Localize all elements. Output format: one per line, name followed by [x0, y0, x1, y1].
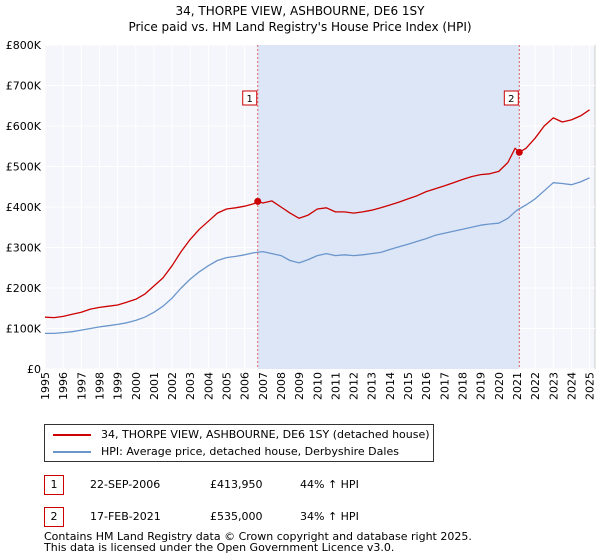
- x-tick-label: 2014: [384, 372, 397, 400]
- footer-licence: This data is licensed under the Open Gov…: [44, 541, 395, 554]
- chart-subtitle: Price paid vs. HM Land Registry's House …: [128, 20, 471, 34]
- transaction-price: £535,000: [210, 510, 263, 523]
- x-tick-label: 2024: [565, 372, 578, 400]
- x-tick-label: 2001: [148, 372, 161, 400]
- transaction-hpi: 34% ↑ HPI: [300, 510, 359, 523]
- transaction-badge: 1: [44, 475, 64, 495]
- x-tick-label: 1995: [39, 372, 52, 400]
- y-tick-label: £700K: [6, 80, 42, 93]
- y-tick-label: £600K: [6, 120, 42, 133]
- x-tick-label: 2005: [221, 372, 234, 400]
- x-tick-label: 2003: [184, 372, 197, 400]
- transaction-badge: 2: [44, 507, 64, 527]
- series-line: [45, 177, 590, 335]
- marker-label-box: [242, 90, 258, 106]
- chart-title: 34, THORPE VIEW, ASHBOURNE, DE6 1SY: [176, 4, 426, 18]
- x-tick-label: 2007: [257, 372, 270, 400]
- transaction-price: £413,950: [210, 478, 263, 491]
- x-tick-label: 2011: [329, 372, 342, 400]
- y-axis-ticks: £0 £100K £200K £300K £400K £500K £600K £700K £80…: [6, 39, 42, 376]
- x-tick-label: 2019: [475, 372, 488, 400]
- x-tick-label: 2013: [366, 372, 379, 400]
- y-tick-label: £500K: [6, 161, 42, 174]
- x-tick-label: 2025: [584, 372, 597, 400]
- price-chart: 34, THORPE VIEW, ASHBOURNE, DE6 1SY Pric…: [6, 4, 597, 400]
- series-line: [44, 109, 590, 319]
- y-tick-label: £200K: [6, 282, 42, 295]
- shaded-region: [257, 45, 520, 369]
- footer-copyright: Contains HM Land Registry data © Crown c…: [44, 530, 472, 543]
- legend-label-property: 34, THORPE VIEW, ASHBOURNE, DE6 1SY (det…: [101, 428, 430, 441]
- transaction-date: 17-FEB-2021: [90, 510, 161, 523]
- x-tick-label: 2017: [438, 372, 451, 400]
- marker-label: 2: [508, 94, 514, 105]
- x-tick-label: 2002: [166, 372, 179, 400]
- x-tick-label: 2016: [420, 372, 433, 400]
- sale-points: [254, 148, 523, 205]
- transaction-hpi: 44% ↑ HPI: [300, 478, 359, 491]
- footer: Contains HM Land Registry data © Crown c…: [44, 531, 472, 553]
- y-tick-label: £800K: [6, 39, 42, 52]
- legend-swatch-hpi: [53, 451, 91, 453]
- x-tick-label: 2009: [293, 372, 306, 400]
- marker-lines: [257, 45, 520, 369]
- x-tick-label: 2008: [275, 372, 288, 400]
- x-tick-label: 2018: [456, 372, 469, 400]
- x-tick-label: 1999: [112, 372, 125, 400]
- series-lines: [44, 109, 590, 335]
- x-tick-label: 2023: [547, 372, 560, 400]
- x-tick-label: 1996: [57, 372, 70, 400]
- x-tick-label: 2010: [311, 372, 324, 400]
- x-tick-label: 2012: [348, 372, 361, 400]
- x-tick-label: 2022: [529, 372, 542, 400]
- legend: 34, THORPE VIEW, ASHBOURNE, DE6 1SY (det…: [44, 424, 434, 462]
- sale-point: [515, 148, 523, 156]
- x-tick-label: 1997: [75, 372, 88, 400]
- legend-swatch-property: [53, 434, 91, 436]
- legend-label-hpi: HPI: Average price, detached house, Derb…: [101, 445, 399, 458]
- x-tick-label: 2004: [202, 372, 215, 400]
- x-tick-label: 2000: [130, 372, 143, 400]
- x-tick-label: 2021: [511, 372, 524, 400]
- marker-label: 1: [247, 94, 253, 105]
- shaded-region-rect: [257, 45, 520, 369]
- x-tick-label: 2006: [239, 372, 252, 400]
- y-tick-label: £400K: [6, 201, 42, 214]
- y-tick-label: £100K: [6, 323, 42, 336]
- x-tick-label: 2015: [402, 372, 415, 400]
- x-tick-label: 2020: [493, 372, 506, 400]
- x-tick-label: 1998: [93, 372, 106, 400]
- transaction-date: 22-SEP-2006: [90, 478, 161, 491]
- sale-point: [254, 197, 262, 205]
- y-tick-label: £0: [27, 363, 41, 376]
- x-axis-ticks: 1995 1996 1997 1998 1999 2000 2001 2002 2003 2004…: [39, 372, 597, 400]
- y-tick-label: £300K: [6, 242, 42, 255]
- marker-label-box: [503, 90, 519, 106]
